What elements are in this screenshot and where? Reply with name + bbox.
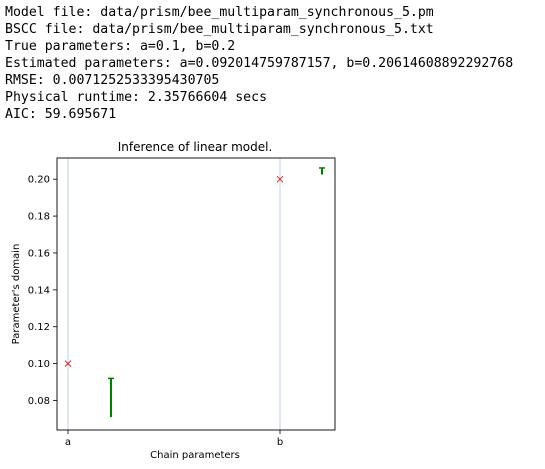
log-line-model-file: Model file: data/prism/bee_multiparam_sy… — [5, 5, 434, 20]
log-line-bscc-file: BSCC file: data/prism/bee_multiparam_syn… — [5, 22, 434, 37]
y-tick-label: 0.14 — [28, 285, 50, 296]
y-tick-label: 0.08 — [28, 396, 50, 407]
y-tick-label: 0.12 — [28, 322, 50, 333]
y-tick-label: 0.16 — [28, 248, 50, 259]
log-line-rmse: RMSE: 0.0071252533395430705 — [5, 73, 220, 88]
x-tick-label-b: b — [277, 437, 283, 448]
log-line-runtime: Physical runtime: 2.35766604 secs — [5, 90, 268, 105]
log-line-aic: AIC: 59.695671 — [5, 107, 117, 122]
chart-title: Inference of linear model. — [118, 140, 273, 154]
plot-area — [64, 158, 325, 430]
log-line-true-parameters: True parameters: a=0.1, b=0.2 — [5, 39, 236, 54]
x-axis-label: Chain parameters — [150, 450, 240, 461]
x-tick-label-a: a — [65, 437, 71, 448]
estimate-interval-a — [108, 377, 114, 418]
true-value-marker-b — [276, 175, 284, 183]
y-axis-label: Parameter's domain — [11, 244, 22, 345]
y-tick-label: 0.10 — [28, 359, 50, 370]
log-line-estimated-parameters: Estimated parameters: a=0.09201475978715… — [5, 56, 514, 71]
estimate-interval-b — [319, 167, 325, 175]
y-tick-label: 0.20 — [28, 175, 50, 186]
y-tick-label: 0.18 — [28, 212, 50, 223]
true-marker-stroke — [64, 360, 72, 367]
true-marker-stroke — [276, 175, 284, 183]
true-value-marker-a — [64, 360, 72, 367]
output-log: Model file: data/prism/bee_multiparam_sy… — [5, 4, 513, 123]
plot-frame — [56, 157, 336, 431]
